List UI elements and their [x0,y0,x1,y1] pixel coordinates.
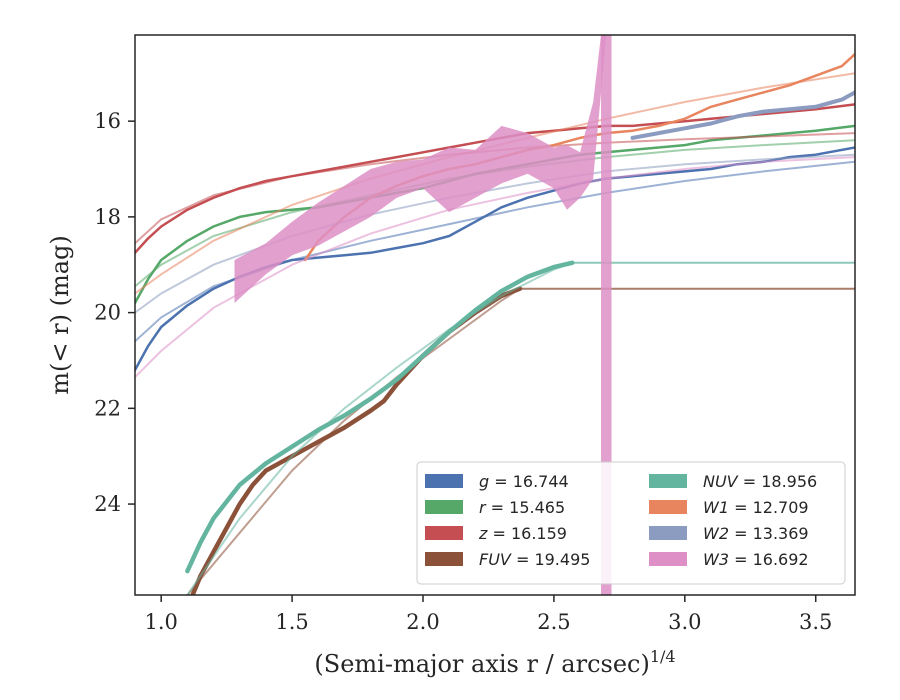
legend-swatch [649,500,687,514]
data-line-nuv [185,260,575,574]
legend-item-fuv: FUV = 19.495 [425,550,590,569]
legend-label: g = 16.744 [479,472,569,491]
legend-label: W2 = 13.369 [703,524,809,543]
x-tick-label: 2.5 [537,610,570,634]
legend-label: W1 = 12.709 [703,498,809,517]
legend-swatch [425,500,463,514]
x-axis-label-superscript: 1/4 [650,647,676,666]
x-tick-label: 2.0 [406,610,439,634]
data-line-w2 [630,90,855,140]
legend-item-w1: W1 = 12.709 [649,498,809,517]
legend-item-w2: W2 = 13.369 [649,524,809,543]
legend-item-z: z = 16.159 [425,524,567,543]
series-g [135,146,855,372]
x-tick-label: 3.5 [799,610,832,634]
x-tick-label: 3.0 [668,610,701,634]
legend-swatch [649,474,687,488]
x-axis-label: (Semi-major axis r / arcsec)1/4 [314,647,675,678]
legend-swatch [649,526,687,540]
series-w3 [135,35,855,595]
legend-label: W3 = 16.692 [703,550,809,569]
x-tick-label: 1.5 [275,610,308,634]
y-tick-label: 20 [94,301,121,325]
y-tick-label: 18 [94,205,121,229]
x-ticks: 1.0 1.5 2.0 2.5 3.0 3.5 [144,595,832,634]
series-layer [135,35,855,595]
legend-swatch [425,474,463,488]
data-line-g [135,146,855,372]
model-line-g [135,160,855,343]
legend-item-g: g = 16.744 [425,472,569,491]
y-tick-label: 24 [94,492,121,516]
legend-item-nuv: NUV = 18.956 [649,472,817,491]
y-ticks: 16 18 20 22 24 [94,109,135,516]
legend-label: r = 15.465 [479,498,565,517]
series-nuv [185,260,855,595]
legend-swatch [425,552,463,566]
x-tick-label: 1.0 [144,610,177,634]
axes-frame [134,34,856,596]
y-tick-label: 22 [94,396,121,420]
legend-label: FUV = 19.495 [479,550,590,569]
legend-swatch [425,526,463,540]
legend-label: z = 16.159 [478,524,567,543]
band-w3 [234,35,607,303]
legend: g = 16.744 r = 15.465 z = 16.159 FUV = 19.4… [416,461,846,585]
legend-item-w3: W3 = 16.692 [649,550,809,569]
y-axis-label: m(< r) (mag) [46,235,74,394]
legend-label: NUV = 18.956 [703,472,817,491]
vertical-band-w3 [601,35,612,595]
legend-box [416,461,846,585]
legend-item-r: r = 15.465 [425,498,565,517]
data-line-z [135,103,855,255]
model-line-nuv [186,261,573,595]
y-tick-label: 16 [94,109,121,133]
legend-swatch [649,552,687,566]
